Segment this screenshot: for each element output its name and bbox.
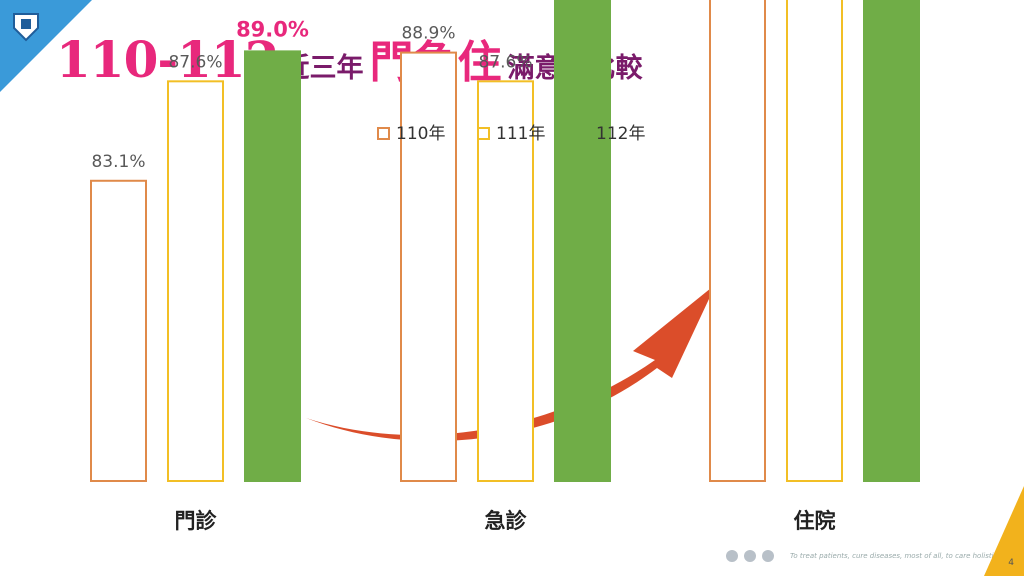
bar-1-2 bbox=[400, 51, 457, 483]
bar-3-3 bbox=[863, 0, 920, 482]
corner-accent bbox=[984, 486, 1024, 576]
bar-3-2 bbox=[554, 0, 611, 483]
footer-dots bbox=[726, 550, 774, 562]
legend-swatch-3 bbox=[578, 128, 589, 139]
title-years: 110-112 bbox=[56, 30, 279, 89]
data-label-2-1: 87.6% bbox=[168, 52, 222, 72]
legend-swatch-2 bbox=[477, 127, 490, 140]
legend-label-3: 112年 bbox=[596, 124, 645, 144]
bar-2-2 bbox=[477, 80, 534, 483]
data-label-2-2: 87.6% bbox=[478, 52, 532, 72]
bar-1-3 bbox=[709, 0, 766, 483]
bar-2-1 bbox=[167, 80, 224, 483]
category-label-3: 住院 bbox=[794, 509, 836, 533]
category-label-1: 門診 bbox=[175, 509, 218, 533]
legend-label-1: 110年 bbox=[396, 124, 445, 144]
legend-label-2: 111年 bbox=[496, 124, 545, 144]
data-label-1-2: 88.9% bbox=[401, 24, 455, 44]
page-number: 4 bbox=[1008, 558, 1014, 568]
bar-1-1 bbox=[90, 179, 147, 482]
category-label-2: 急診 bbox=[485, 509, 528, 533]
legend-swatch-1 bbox=[377, 127, 390, 140]
data-label-3-1: 89.0% bbox=[236, 17, 309, 41]
hospital-logo bbox=[13, 13, 39, 42]
bar-2-3 bbox=[786, 0, 843, 482]
bar-3-1 bbox=[244, 50, 301, 483]
data-label-1-1: 83.1% bbox=[91, 152, 145, 172]
footer-motto: To treat patients, cure diseases, most o… bbox=[790, 552, 1010, 560]
